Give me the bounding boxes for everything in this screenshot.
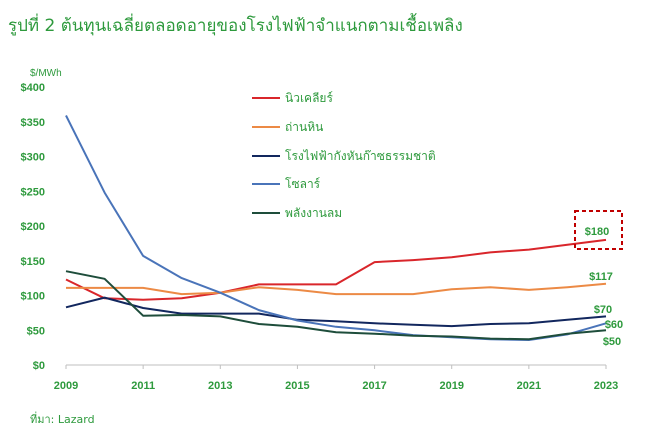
series-line-1 [66, 282, 607, 296]
end-value-label: $117 [589, 271, 613, 283]
end-value-label: $50 [603, 336, 621, 348]
x-tick-label: 2021 [517, 380, 541, 392]
legend-label: ถ่านหิน [285, 120, 323, 134]
source-note: ที่มา: Lazard [30, 413, 95, 426]
legend-label: โรงไฟฟ้ากังหันก๊าซธรรมชาติ [285, 149, 436, 163]
y-tick-label: $50 [27, 325, 45, 337]
chart-title: รูปที่ 2 ต้นทุนเฉลี่ยตลอดอายุของโรงไฟฟ้า… [8, 16, 463, 36]
series-line-2 [65, 296, 607, 328]
y-tick-label: $250 [21, 186, 45, 198]
y-axis-unit-label: $/MWh [30, 68, 62, 79]
x-tick-label: 2019 [439, 380, 463, 392]
y-tick-label: $100 [21, 291, 45, 303]
y-tick-label: $350 [21, 117, 45, 129]
legend-label: นิวเคลียร์ [285, 91, 333, 105]
end-value-label: $60 [605, 319, 623, 331]
y-tick-label: $200 [21, 221, 45, 233]
highlight-box [574, 210, 623, 250]
y-tick-label: $400 [21, 82, 45, 94]
y-tick-label: $150 [21, 256, 45, 268]
end-value-label: $70 [594, 304, 612, 316]
x-tick-label: 2015 [285, 380, 309, 392]
end-value-label: $180 [585, 226, 609, 238]
x-tick-label: 2009 [54, 380, 78, 392]
x-tick-label: 2013 [208, 380, 232, 392]
y-tick-label: $300 [21, 152, 45, 164]
x-tick-label: 2011 [131, 380, 155, 392]
legend-label: พลังงานลม [285, 206, 342, 220]
series-line-0 [65, 238, 607, 301]
y-tick-label: $0 [33, 360, 45, 372]
series-line-4 [65, 270, 607, 341]
x-tick-label: 2023 [594, 380, 618, 392]
legend-label: โซลาร์ [285, 177, 321, 191]
x-tick-label: 2017 [362, 380, 386, 392]
